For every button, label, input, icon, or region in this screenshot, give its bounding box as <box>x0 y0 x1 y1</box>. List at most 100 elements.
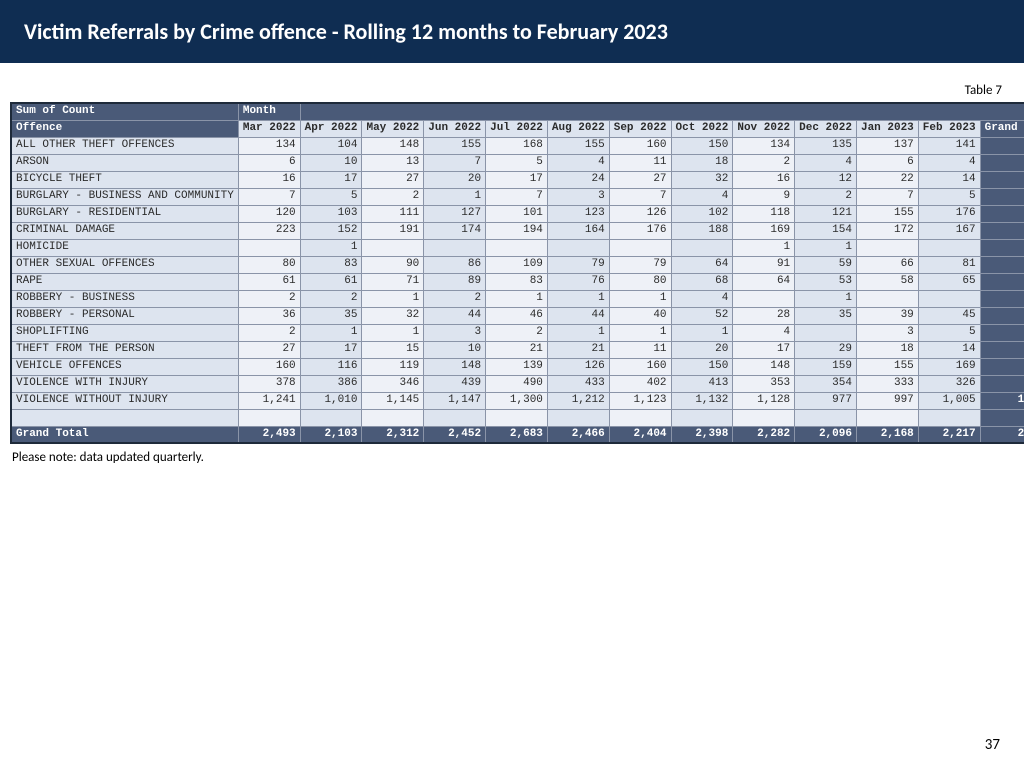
cell: 223 <box>238 222 300 239</box>
cell: 155 <box>856 205 918 222</box>
grand-total-label: Grand Total <box>11 426 238 443</box>
grand-total-cell: 2,493 <box>238 426 300 443</box>
cell <box>486 239 548 256</box>
cell: 1 <box>362 324 424 341</box>
table-row: ROBBERY - BUSINESS22121114 1 15 <box>11 290 1024 307</box>
cell: 167 <box>918 222 980 239</box>
cell: 18 <box>856 341 918 358</box>
cell <box>795 409 857 426</box>
grand-total-cell: 2,282 <box>733 426 795 443</box>
cell: 141 <box>918 137 980 154</box>
cell: 3 <box>424 324 486 341</box>
cell: 333 <box>856 375 918 392</box>
row-grand-total: 220 <box>980 341 1024 358</box>
cell <box>547 239 609 256</box>
cell <box>424 409 486 426</box>
header-month: Jan 2023 <box>856 120 918 137</box>
cell: 155 <box>856 358 918 375</box>
cell <box>609 409 671 426</box>
row-grand-total: 0 <box>980 409 1024 426</box>
grand-total-cell: 2,168 <box>856 426 918 443</box>
row-label: THEFT FROM THE PERSON <box>11 341 238 358</box>
table-row: BURGLARY - RESIDENTIAL120103111127101123… <box>11 205 1024 222</box>
cell: 148 <box>733 358 795 375</box>
cell: 66 <box>856 256 918 273</box>
cell: 24 <box>547 171 609 188</box>
table-row: ROBBERY - PERSONAL3635324446444052283539… <box>11 307 1024 324</box>
cell: 86 <box>424 256 486 273</box>
grand-total-cell: 2,683 <box>486 426 548 443</box>
cell: 10 <box>300 154 362 171</box>
header-month: May 2022 <box>362 120 424 137</box>
cell: 176 <box>918 205 980 222</box>
cell: 164 <box>547 222 609 239</box>
cell: 7 <box>486 188 548 205</box>
cell: 101 <box>486 205 548 222</box>
cell <box>671 239 733 256</box>
cell: 127 <box>424 205 486 222</box>
cell: 1,005 <box>918 392 980 409</box>
cell: 65 <box>918 273 980 290</box>
cell: 11 <box>609 341 671 358</box>
cell: 6 <box>238 154 300 171</box>
cell <box>856 409 918 426</box>
pivot-body: ALL OTHER THEFT OFFENCES1341041481551681… <box>11 137 1024 443</box>
cell <box>424 239 486 256</box>
cell <box>795 324 857 341</box>
table-row: 0 <box>11 409 1024 426</box>
row-label: ARSON <box>11 154 238 171</box>
row-grand-total: 59 <box>980 188 1024 205</box>
cell: 89 <box>424 273 486 290</box>
cell: 17 <box>733 341 795 358</box>
cell: 176 <box>609 222 671 239</box>
row-label: ROBBERY - PERSONAL <box>11 307 238 324</box>
cell: 1 <box>609 290 671 307</box>
cell: 27 <box>362 171 424 188</box>
cell: 346 <box>362 375 424 392</box>
cell: 433 <box>547 375 609 392</box>
cell: 439 <box>424 375 486 392</box>
cell: 1,147 <box>424 392 486 409</box>
cell <box>362 239 424 256</box>
cell: 4 <box>547 154 609 171</box>
cell: 17 <box>300 341 362 358</box>
cell: 5 <box>300 188 362 205</box>
cell: 4 <box>733 324 795 341</box>
cell: 111 <box>362 205 424 222</box>
cell: 1 <box>300 324 362 341</box>
cell: 194 <box>486 222 548 239</box>
row-label: RAPE <box>11 273 238 290</box>
cell: 155 <box>547 137 609 154</box>
row-grand-total: 1,749 <box>980 358 1024 375</box>
row-label: ALL OTHER THEFT OFFENCES <box>11 137 238 154</box>
cell: 413 <box>671 375 733 392</box>
header-month: Aug 2022 <box>547 120 609 137</box>
header-filler <box>300 103 1024 120</box>
cell: 76 <box>547 273 609 290</box>
cell <box>671 409 733 426</box>
cell: 2 <box>238 324 300 341</box>
cell: 90 <box>362 256 424 273</box>
cell: 9 <box>733 188 795 205</box>
cell: 1 <box>300 239 362 256</box>
cell: 21 <box>486 341 548 358</box>
cell: 32 <box>362 307 424 324</box>
cell: 386 <box>300 375 362 392</box>
cell: 7 <box>238 188 300 205</box>
cell: 14 <box>918 171 980 188</box>
cell: 21 <box>547 341 609 358</box>
cell: 64 <box>733 273 795 290</box>
cell: 135 <box>795 137 857 154</box>
cell: 2 <box>486 324 548 341</box>
table-row: THEFT FROM THE PERSON2717151021211120172… <box>11 341 1024 358</box>
cell: 188 <box>671 222 733 239</box>
cell: 32 <box>671 171 733 188</box>
cell: 168 <box>486 137 548 154</box>
cell: 44 <box>547 307 609 324</box>
row-label: BURGLARY - RESIDENTIAL <box>11 205 238 222</box>
cell: 148 <box>362 137 424 154</box>
cell: 13 <box>362 154 424 171</box>
cell: 2 <box>424 290 486 307</box>
table-row: BURGLARY - BUSINESS AND COMMUNITY7521737… <box>11 188 1024 205</box>
cell: 1,132 <box>671 392 733 409</box>
